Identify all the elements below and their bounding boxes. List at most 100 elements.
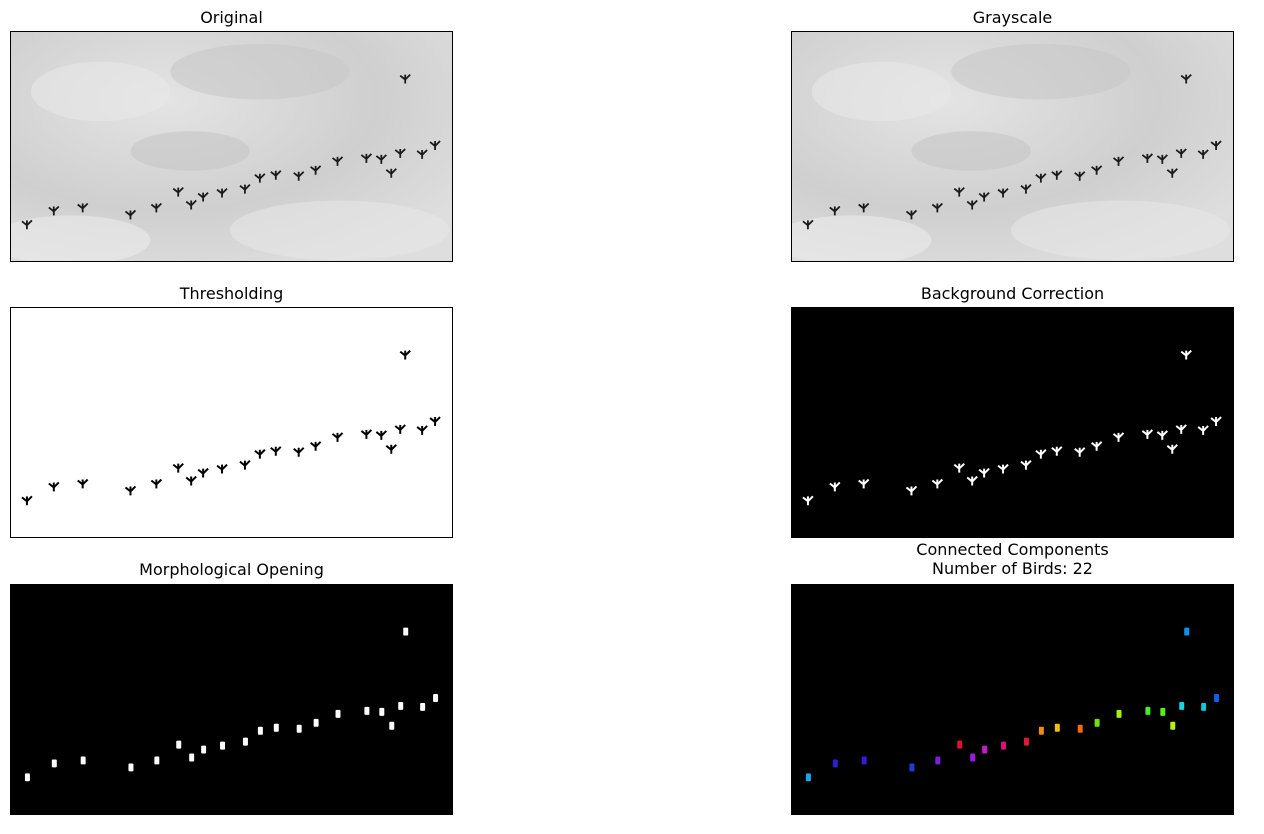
bird-silhouette [1197,149,1209,159]
cloud-shape [230,200,450,261]
image-canvas [11,585,452,814]
bird-mask [953,462,965,473]
bird-component [335,709,341,718]
bird-component [379,707,385,716]
cloud-shape [911,131,1031,171]
bird-component [970,753,976,762]
bird-mask [360,429,373,439]
bird-silhouette [331,156,344,166]
bird-silhouette [254,173,266,183]
background [792,585,1233,814]
panel-title: Grayscale [972,8,1053,27]
bird-silhouette [1141,153,1153,163]
bird-silhouette [1210,140,1222,150]
image-canvas [792,32,1233,261]
bird-silhouette [978,191,990,202]
original-image [10,31,453,262]
panel-title: Connected Components Number of Birds: 22 [916,540,1109,578]
bird-mask [1020,459,1032,470]
bird-mask [399,349,411,360]
bird-silhouette [997,188,1009,198]
bird-silhouette [1074,171,1086,181]
bird-component [832,759,838,768]
bird-mask [172,462,184,473]
opened-image [10,584,453,815]
bird-mask [270,446,282,456]
panel-title: Background Correction [920,284,1105,303]
background [11,585,452,814]
bird-component [128,763,134,772]
bird-component [982,745,988,754]
background-corrected-image [791,307,1234,538]
background [11,308,452,537]
bird-silhouette [185,199,197,210]
image-canvas [792,585,1233,814]
bird-mask [1175,424,1187,434]
bird-mask [966,475,978,486]
bird-silhouette [905,209,918,220]
bird-component [220,741,226,750]
bird-component [51,759,57,768]
bird-mask [394,424,406,434]
bird-silhouette [416,149,428,159]
bird-mask [1074,447,1086,457]
bird-component [1094,718,1100,727]
bird-silhouette [1156,154,1168,164]
bird-component [189,753,195,762]
bird-mask [150,478,163,489]
bird-component [273,723,279,732]
bird-silhouette [77,202,89,213]
bird-component [364,706,370,715]
bird-component [201,745,207,754]
bird-silhouette [1166,168,1178,178]
bird-mask [21,495,33,506]
bird-mask [385,444,397,454]
bird-component [24,773,30,782]
bird-mask [48,481,60,492]
cloud-shape [11,215,151,261]
cloud-shape [30,61,171,122]
bird-silhouette [21,219,33,230]
cloud-shape [811,61,952,122]
bird-mask [185,475,197,486]
bird-silhouette [802,219,814,230]
bird-silhouette [1051,170,1063,180]
background [792,308,1233,537]
bird-mask [239,459,251,470]
bird-silhouette [385,168,397,178]
bird-mask [1166,444,1178,454]
bird-mask [293,447,305,457]
cloud-shape [951,43,1131,100]
bird-silhouette [360,153,372,163]
cloud-shape [170,43,350,100]
bird-component [313,718,319,727]
panel-title: Original [200,8,263,27]
bird-silhouette [239,184,251,194]
bird-component [176,740,182,749]
bird-silhouette [375,154,387,164]
bird-component [1116,709,1122,718]
bird-silhouette [124,209,137,220]
bird-component [296,724,302,733]
cloud-shape [792,215,932,261]
threshold-image [10,307,453,538]
bird-component [805,773,811,782]
bird-silhouette [1175,148,1187,158]
bird-mask [1035,449,1047,459]
bird-silhouette [150,202,162,213]
bird-component [154,756,160,765]
bird-component [957,740,963,749]
components-image [791,584,1234,815]
grayscale-image [791,31,1234,262]
bird-mask [858,478,870,489]
bird-mask [1141,429,1154,439]
bird-component [420,702,426,711]
bird-mask [905,485,918,496]
bird-silhouette [1035,173,1047,183]
bird-silhouette [858,202,870,213]
bird-mask [931,478,944,489]
bird-mask [254,449,266,459]
bird-silhouette [399,73,411,84]
bird-mask [1112,432,1125,442]
bird-mask [1156,430,1169,440]
